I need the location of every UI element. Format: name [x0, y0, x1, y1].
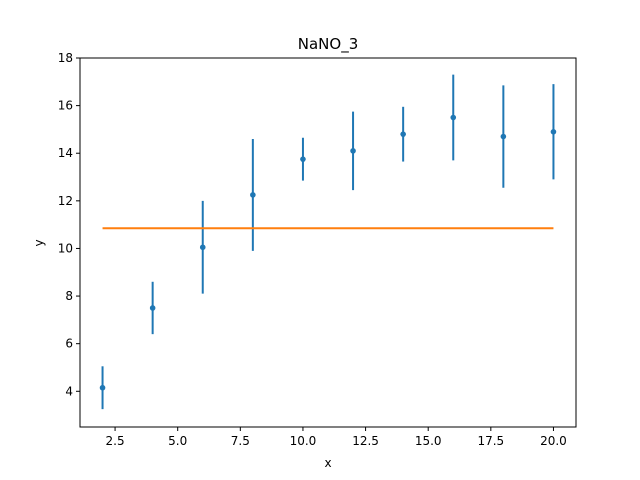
- chart-title: NaNO_3: [298, 35, 358, 54]
- y-tick-label: 6: [65, 337, 73, 351]
- y-tick-label: 14: [58, 146, 73, 160]
- axes-frame: [79, 57, 577, 428]
- data-point: [149, 305, 156, 311]
- plot-area: [99, 74, 557, 410]
- y-tick-label: 10: [58, 241, 73, 255]
- x-tick-label: 5.0: [168, 434, 187, 448]
- data-point: [250, 192, 256, 198]
- axes-layer: 2.5 5.0 7.5 10.0 12.5 15.0 17.5 20.0 4 6 8 10 12 14 16…: [58, 51, 577, 448]
- data-point: [300, 156, 306, 162]
- x-tick-label: 7.5: [231, 434, 250, 448]
- x-tick-label: 15.0: [415, 434, 442, 448]
- x-tick-label: 10.0: [290, 434, 317, 448]
- x-tick-label: 2.5: [106, 434, 125, 448]
- data-point: [199, 244, 206, 251]
- data-point: [450, 114, 457, 121]
- x-tick-label: 20.0: [540, 434, 567, 448]
- y-tick-label: 4: [65, 384, 73, 398]
- data-point: [99, 384, 106, 391]
- x-tick-label: 12.5: [352, 434, 379, 448]
- data-point: [500, 133, 507, 140]
- y-tick-label: 8: [65, 289, 73, 303]
- data-point: [550, 129, 557, 135]
- y-tick-label: 16: [58, 99, 73, 113]
- data-point: [400, 131, 406, 137]
- y-axis-label: y: [32, 239, 46, 246]
- x-axis-label: x: [324, 456, 331, 470]
- y-tick-label: 12: [58, 194, 73, 208]
- x-tick-label: 17.5: [477, 434, 504, 448]
- data-point: [350, 148, 356, 154]
- y-tick-label: 18: [58, 51, 73, 65]
